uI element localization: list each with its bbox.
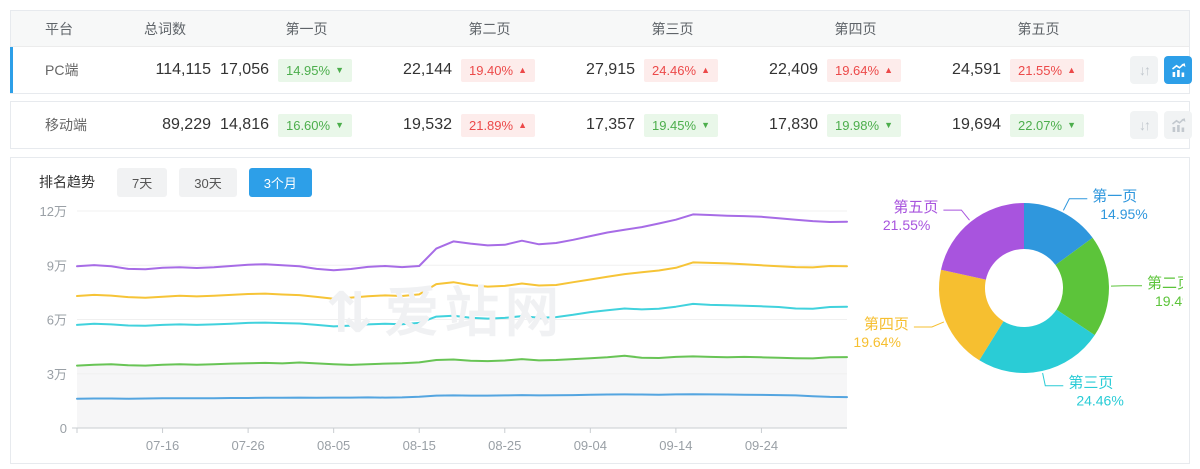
svg-text:08-15: 08-15 <box>403 438 436 453</box>
trend-title: 排名趋势 <box>39 174 95 190</box>
rank-table: 平台 总词数 第一页 第二页 第三页 第四页 第五页 PC端 114,115 1… <box>10 10 1192 94</box>
tab-3-months[interactable]: 3个月 <box>248 167 312 197</box>
col-page2: 第二页 <box>468 20 511 37</box>
rank-trend-line-chart: 0 3万 6万 9万 12万 07-16 07-26 08-05 08-15 08-25 09-04… <box>40 204 848 453</box>
page1-cell: 14,816 16.60% ▼ <box>215 113 398 137</box>
svg-text:09-14: 09-14 <box>659 438 692 453</box>
page5-cell: 24,591 21.55% ▲ <box>947 58 1130 82</box>
table-row-pc[interactable]: PC端 114,115 17,056 14.95% ▼ 22,144 19.40%… <box>10 47 1192 93</box>
change-badge: 19.64% ▲ <box>826 58 901 82</box>
chart-area: 0 3万 6万 9万 12万 07-16 07-26 08-05 08-15 08-25 09-04… <box>11 187 1189 463</box>
change-badge: 19.45% ▼ <box>643 113 718 137</box>
change-badge: 19.40% ▲ <box>460 58 535 82</box>
page3-cell: 27,915 24.46% ▲ <box>581 58 764 82</box>
svg-text:24.46%: 24.46% <box>1076 393 1123 409</box>
col-page5: 第五页 <box>1017 20 1060 37</box>
page-value: 17,357 <box>586 116 635 133</box>
svg-text:第一页: 第一页 <box>1092 187 1137 205</box>
col-total-words: 总词数 <box>144 20 186 37</box>
sort-button[interactable]: ↓↑ <box>1130 111 1158 139</box>
svg-text:09-24: 09-24 <box>745 438 778 453</box>
page-value: 17,830 <box>769 116 818 133</box>
sort-button[interactable]: ↓↑ <box>1130 56 1158 84</box>
svg-text:19.4%: 19.4% <box>1155 293 1183 309</box>
col-page1: 第一页 <box>285 20 328 37</box>
page1-cell: 17,056 14.95% ▼ <box>215 58 398 82</box>
rank-table-mobile: 移动端 89,229 14,816 16.60% ▼ 19,532 21.89% ▲… <box>10 101 1192 149</box>
page-value: 22,409 <box>769 61 818 78</box>
chart-toggle-button[interactable] <box>1164 56 1192 84</box>
page5-cell: 19,694 22.07% ▼ <box>947 113 1130 137</box>
svg-text:第四页: 第四页 <box>864 315 909 333</box>
page-value: 14,816 <box>220 116 269 133</box>
svg-text:09-04: 09-04 <box>574 438 607 453</box>
page2-cell: 22,144 19.40% ▲ <box>398 58 581 82</box>
col-page3: 第三页 <box>651 20 694 37</box>
svg-text:14.95%: 14.95% <box>1100 206 1147 222</box>
total-words-value: 114,115 <box>155 61 211 78</box>
page-value: 19,532 <box>403 116 452 133</box>
page4-cell: 22,409 19.64% ▲ <box>764 58 947 82</box>
svg-text:08-25: 08-25 <box>488 438 521 453</box>
change-badge: 19.98% ▼ <box>826 113 901 137</box>
svg-text:第二页: 第二页 <box>1147 274 1183 292</box>
col-platform: 平台 <box>45 20 73 37</box>
trend-panel: 排名趋势 7天 30天 3个月 0 3万 6万 9万 12万 07-16 07-26 08-0… <box>10 157 1190 464</box>
svg-text:07-26: 07-26 <box>231 438 264 453</box>
col-page4: 第四页 <box>834 20 877 37</box>
svg-text:9万: 9万 <box>47 258 67 273</box>
svg-text:0: 0 <box>60 421 67 436</box>
total-words-value: 89,229 <box>162 116 211 133</box>
svg-text:第五页: 第五页 <box>893 198 938 216</box>
svg-text:19.64%: 19.64% <box>853 334 900 350</box>
platform-label: PC端 <box>45 62 79 78</box>
svg-text:21.55%: 21.55% <box>883 217 930 233</box>
sort-arrows-icon: ↓↑ <box>1139 117 1151 133</box>
page4-cell: 17,830 19.98% ▼ <box>764 113 947 137</box>
table-row-mobile[interactable]: 移动端 89,229 14,816 16.60% ▼ 19,532 21.89% ▲… <box>11 102 1192 148</box>
change-badge: 14.95% ▼ <box>277 58 352 82</box>
page2-cell: 19,532 21.89% ▲ <box>398 113 581 137</box>
change-badge: 22.07% ▼ <box>1009 113 1084 137</box>
table-header: 平台 总词数 第一页 第二页 第三页 第四页 第五页 <box>11 11 1189 47</box>
page3-cell: 17,357 19.45% ▼ <box>581 113 764 137</box>
tab-30-days[interactable]: 30天 <box>179 167 237 197</box>
svg-text:3万: 3万 <box>47 367 67 382</box>
svg-text:6万: 6万 <box>47 313 67 328</box>
page-value: 22,144 <box>403 61 452 78</box>
svg-text:07-16: 07-16 <box>146 438 179 453</box>
svg-text:08-05: 08-05 <box>317 438 350 453</box>
trend-chart-icon <box>1171 117 1185 132</box>
tab-7-days[interactable]: 7天 <box>117 167 168 197</box>
change-badge: 21.55% ▲ <box>1009 58 1084 82</box>
page-value: 24,591 <box>952 61 1001 78</box>
trend-chart-icon <box>1171 62 1185 77</box>
change-badge: 16.60% ▼ <box>277 113 352 137</box>
change-badge: 24.46% ▲ <box>643 58 718 82</box>
trend-header: 排名趋势 7天 30天 3个月 <box>11 158 1189 197</box>
platform-label: 移动端 <box>45 117 87 133</box>
sort-arrows-icon: ↓↑ <box>1139 62 1151 78</box>
page-value: 17,056 <box>220 61 269 78</box>
change-badge: 21.89% ▲ <box>460 113 535 137</box>
svg-text:12万: 12万 <box>40 204 67 219</box>
page-value: 19,694 <box>952 116 1001 133</box>
svg-text:第三页: 第三页 <box>1068 374 1113 392</box>
chart-toggle-button[interactable] <box>1164 111 1192 139</box>
page-value: 27,915 <box>586 61 635 78</box>
